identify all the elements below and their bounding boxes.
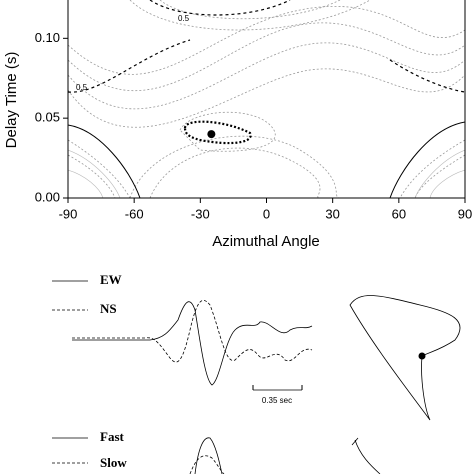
x-tick-label: -90 — [59, 206, 78, 221]
y-axis-label: Delay Time (s) — [3, 52, 20, 149]
scale-label: 0.35 sec — [262, 396, 292, 405]
contour-label: 0.5 — [178, 14, 190, 23]
x-tick-label: 90 — [458, 206, 472, 221]
particle-point — [418, 352, 426, 360]
x-axis-label: Azimuthal Angle — [212, 233, 320, 250]
legend-label: EW — [100, 272, 122, 287]
x-tick-label: 30 — [325, 206, 339, 221]
y-tick-label: 0.05 — [35, 110, 60, 125]
x-tick-label: -60 — [125, 206, 144, 221]
legend-label: Fast — [100, 429, 125, 444]
y-tick-label: 0.10 — [35, 30, 60, 45]
contours — [68, 0, 465, 198]
waveforms — [52, 280, 461, 474]
x-tick-label: 60 — [392, 206, 406, 221]
x-tick-label: 0 — [263, 206, 270, 221]
best-fit-marker — [207, 130, 216, 139]
y-tick-label: 0.00 — [35, 189, 60, 204]
legend-label: NS — [100, 301, 117, 316]
x-tick-label: -30 — [191, 206, 210, 221]
contour-label: 0.5 — [76, 83, 88, 92]
legend-label: Slow — [100, 455, 127, 470]
